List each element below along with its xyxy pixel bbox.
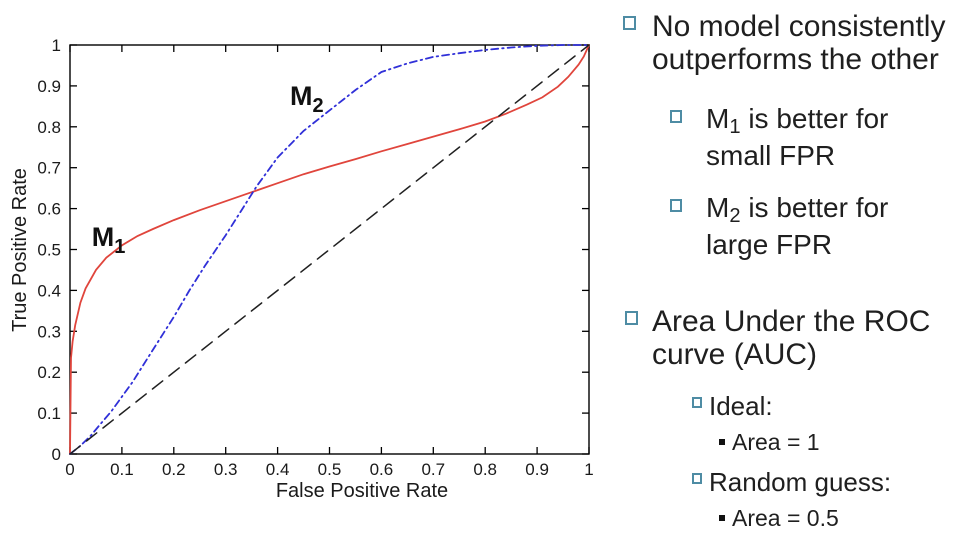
bullet-line: No model consistently [652, 10, 946, 43]
bullet-item-m1-better: M1 is better for small FPR [670, 100, 888, 174]
bullet-text: Ideal: [709, 391, 773, 421]
bullet-line: outperforms the other [652, 43, 939, 76]
y-axis-label: True Positive Rate [9, 168, 31, 332]
x-tick-label: 0.8 [473, 460, 497, 479]
y-tick-label: 0.1 [37, 404, 61, 423]
x-tick-label: 0.9 [525, 460, 549, 479]
x-tick-label: 0.3 [214, 460, 238, 479]
y-tick-label: 0.4 [37, 281, 61, 300]
bullet-item-area-05: Area = 0.5 [719, 506, 839, 531]
bullet-line: Area Under the ROC [652, 305, 931, 338]
bullet-text: No model consistently outperforms the ot… [652, 10, 945, 76]
small-square-bullet-icon [719, 439, 725, 445]
bullet-item-auc: Area Under the ROC curve (AUC) [625, 305, 930, 371]
y-tick-label: 1 [52, 36, 61, 55]
y-tick-label: 0.7 [37, 159, 61, 178]
y-tick-label: 0.2 [37, 363, 61, 382]
bullet-item-random-guess: Random guess: [692, 468, 891, 496]
square-bullet-icon [692, 397, 702, 408]
x-tick-label: 0.2 [162, 460, 186, 479]
subscript: 1 [729, 116, 741, 139]
axis-box [69, 44, 590, 455]
bullet-text: M1 is better for small FPR [706, 100, 888, 174]
series-M2 [69, 44, 590, 455]
y-tick-label: 0 [52, 445, 61, 464]
bullet-text: Random guess: [709, 467, 892, 497]
series-random-guess-diagonal [69, 44, 590, 455]
curve-label-M1: M1 [92, 222, 126, 258]
square-bullet-icon [692, 473, 702, 484]
bullet-item-area-1: Area = 1 [719, 430, 820, 455]
x-tick-label: 0.4 [266, 460, 290, 479]
x-tick-label: 0.5 [318, 460, 342, 479]
roc-chart-panel: 0 0 0.1 0.1 0.2 0.2 0.3 0.3 0.4 0.4 0.5 0.5 0.6 0.6 0.… [9, 36, 594, 502]
x-tick-label: 0.6 [370, 460, 394, 479]
bullet-line: small FPR [706, 140, 836, 171]
square-bullet-icon [670, 110, 682, 123]
y-tick-label: 0.5 [37, 241, 61, 260]
series-M1 [69, 44, 590, 455]
square-bullet-icon [623, 16, 636, 30]
bullet-item-no-model: No model consistently outperforms the ot… [623, 10, 945, 76]
slide-text-panel: No model consistently outperforms the ot… [620, 0, 974, 544]
square-bullet-icon [670, 199, 682, 212]
square-bullet-icon [625, 311, 638, 325]
bullet-line: M2 is better for [706, 192, 889, 228]
small-square-bullet-icon [719, 515, 725, 521]
roc-chart: 00 0.1 0.1 0.2 0.2 0.3 0.3 0.4 0.4 0.5 0.5 0.6 0.6 0.… [9, 36, 594, 502]
x-tick-label: 0.7 [421, 460, 445, 479]
bullet-line: M1 is better for [706, 103, 889, 139]
bullet-text: Area Under the ROC curve (AUC) [652, 305, 930, 371]
x-tick-label: 0 [65, 460, 74, 479]
bullet-item-ideal: Ideal: [692, 392, 773, 420]
bullet-line: large FPR [706, 229, 833, 260]
y-tick-label: 0.8 [37, 118, 61, 137]
x-tick-label: 1 [584, 460, 593, 479]
y-tick-label: 0.6 [37, 200, 61, 219]
curve-label-M2: M2 [290, 81, 324, 117]
x-tick-label: 0.1 [110, 460, 134, 479]
bullet-line: curve (AUC) [652, 338, 818, 371]
bullet-item-m2-better: M2 is better for large FPR [670, 189, 888, 263]
bullet-text: M2 is better for large FPR [706, 189, 888, 263]
subscript: 2 [729, 205, 741, 228]
y-tick-label: 0.9 [37, 77, 61, 96]
x-axis-label: False Positive Rate [276, 480, 448, 502]
y-tick-label: 0.3 [37, 322, 61, 341]
bullet-text: Area = 0.5 [732, 505, 839, 531]
bullet-text: Area = 1 [732, 429, 820, 455]
